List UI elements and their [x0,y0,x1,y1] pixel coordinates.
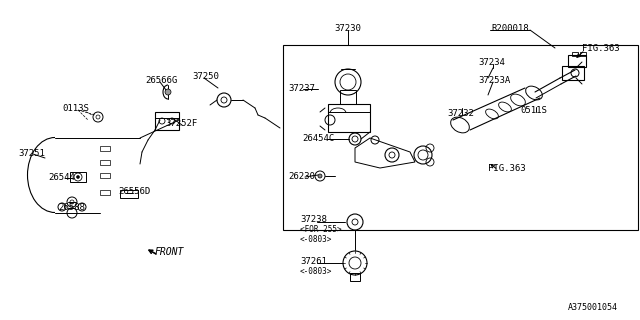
Text: FIG.363: FIG.363 [582,44,620,52]
Bar [572,52,578,56]
Text: 37232: 37232 [447,108,474,117]
Text: 37250: 37250 [192,71,219,81]
Text: 26566G: 26566G [145,76,177,84]
Text: <-0803>: <-0803> [300,235,332,244]
Bar [100,160,110,165]
Text: 37234: 37234 [478,58,505,67]
Text: 0113S: 0113S [62,103,89,113]
Circle shape [165,89,171,95]
Text: FIG.363: FIG.363 [488,164,525,172]
Bar [340,90,356,104]
Bar [580,52,586,56]
Text: 0511S: 0511S [520,106,547,115]
Text: <-0803>: <-0803> [300,268,332,276]
Bar [70,172,86,182]
Text: <FOR 255>: <FOR 255> [300,226,342,235]
Text: 26544: 26544 [48,172,75,181]
Text: 26454C: 26454C [302,133,334,142]
Bar [568,55,586,67]
Text: 37253A: 37253A [478,76,510,84]
Bar [100,146,110,151]
Bar [100,173,110,178]
Circle shape [77,175,79,179]
Text: 37238: 37238 [300,215,327,225]
Bar [120,190,138,198]
Text: 37230: 37230 [335,23,362,33]
Text: A375001054: A375001054 [568,303,618,313]
Text: R200018: R200018 [491,23,529,33]
Circle shape [318,174,322,178]
Text: 37261: 37261 [300,258,327,267]
Bar [350,273,360,281]
Bar [155,112,179,130]
Text: FRONT: FRONT [155,247,184,257]
Text: 37252F: 37252F [165,118,197,127]
Text: 26556D: 26556D [118,188,150,196]
Bar [328,104,370,132]
Bar [562,66,584,80]
Text: 26230: 26230 [288,172,315,180]
Text: 37251: 37251 [18,148,45,157]
Bar [100,190,110,195]
Text: 37237: 37237 [288,84,315,92]
Text: 26588: 26588 [58,203,85,212]
Bar [283,45,638,230]
